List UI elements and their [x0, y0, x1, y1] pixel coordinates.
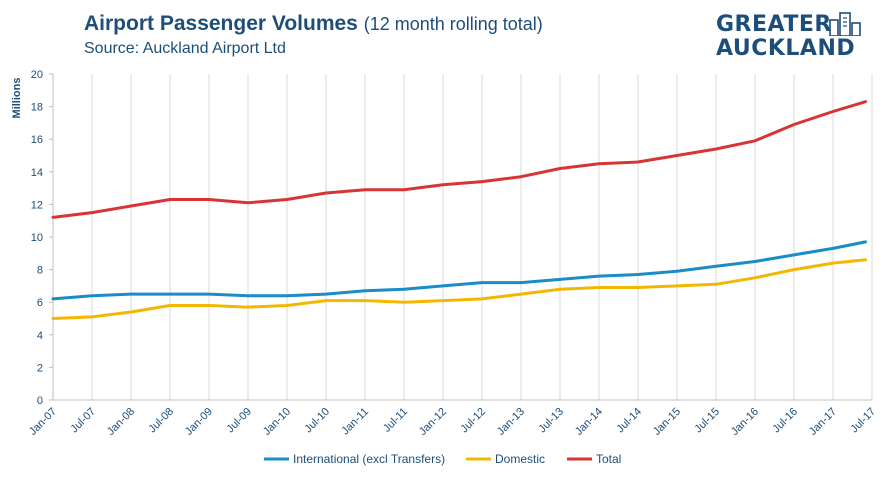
- chart-legend: International (excl Transfers) Domestic To…: [264, 452, 621, 466]
- legend-entry: International (excl Transfers): [293, 452, 445, 466]
- chart-title-sub: (12 month rolling total): [363, 14, 543, 34]
- y-tick-label: 14: [31, 167, 43, 179]
- x-tick-label: Jul-17: [848, 406, 878, 436]
- city-skyline-icon: [829, 12, 861, 36]
- x-tick-label: Jul-14: [614, 406, 644, 436]
- x-tick-label: Jan-07: [27, 406, 59, 438]
- chart-title: Airport Passenger Volumes (12 month roll…: [84, 12, 543, 36]
- x-tick-label: Jan-09: [183, 406, 215, 438]
- x-tick-label: Jan-13: [495, 406, 527, 438]
- y-tick-labels: 0 2 4 6 8 10 12 14 16 18 20: [31, 69, 53, 407]
- y-tick-label: 8: [37, 265, 43, 277]
- chart-source: Source: Auckland Airport Ltd: [84, 40, 286, 57]
- logo-line-2: AUCKLAND: [716, 36, 856, 61]
- y-axis-label: Millions: [11, 78, 23, 119]
- x-tick-label: Jan-15: [651, 406, 683, 438]
- y-tick-label: 2: [37, 362, 43, 374]
- greater-auckland-logo: GREATER AUCKLAND: [716, 12, 876, 64]
- series-line-international-excl-transfers: [51, 240, 867, 301]
- x-tick-label: Jan-08: [105, 406, 137, 438]
- logo-line-1: GREATER: [716, 12, 832, 37]
- y-tick-label: 18: [31, 102, 43, 114]
- series-line-domestic: [51, 258, 867, 320]
- x-tick-label: Jul-16: [770, 406, 800, 436]
- x-tick-label: Jul-07: [68, 406, 98, 436]
- x-tick-label: Jul-12: [458, 406, 488, 436]
- y-tick-label: 6: [37, 297, 43, 309]
- legend-entry: Domestic: [495, 452, 545, 466]
- x-tick-labels: Jan-07 Jul-07 Jan-08 Jul-08 Jan-09 Jul-09 Jan-…: [27, 406, 878, 438]
- x-tick-label: Jan-11: [339, 406, 371, 438]
- y-tick-label: 10: [31, 232, 43, 244]
- y-tick-label: 16: [31, 134, 43, 146]
- x-tick-label: Jan-16: [729, 406, 761, 438]
- x-tick-label: Jan-14: [573, 406, 605, 438]
- x-tick-label: Jul-11: [381, 406, 410, 435]
- y-tick-label: 20: [31, 69, 43, 81]
- chart-gridlines: [52, 74, 873, 400]
- y-tick-label: 12: [31, 199, 43, 211]
- legend-entry: Total: [596, 452, 621, 466]
- chart-axes: [52, 74, 872, 401]
- y-tick-label: 0: [37, 395, 43, 407]
- x-tick-label: Jan-12: [417, 406, 449, 438]
- x-tick-label: Jul-13: [536, 406, 566, 436]
- x-tick-label: Jul-10: [302, 406, 332, 436]
- chart-series-lines: [51, 100, 867, 320]
- chart-title-main: Airport Passenger Volumes: [84, 12, 358, 35]
- x-tick-label: Jul-09: [224, 406, 254, 436]
- x-tick-label: Jul-08: [146, 406, 176, 436]
- x-tick-label: Jan-17: [807, 406, 839, 438]
- x-tick-label: Jul-15: [692, 406, 722, 436]
- x-tick-label: Jan-10: [261, 406, 293, 438]
- series-line-total: [51, 100, 867, 219]
- y-tick-label: 4: [37, 330, 43, 342]
